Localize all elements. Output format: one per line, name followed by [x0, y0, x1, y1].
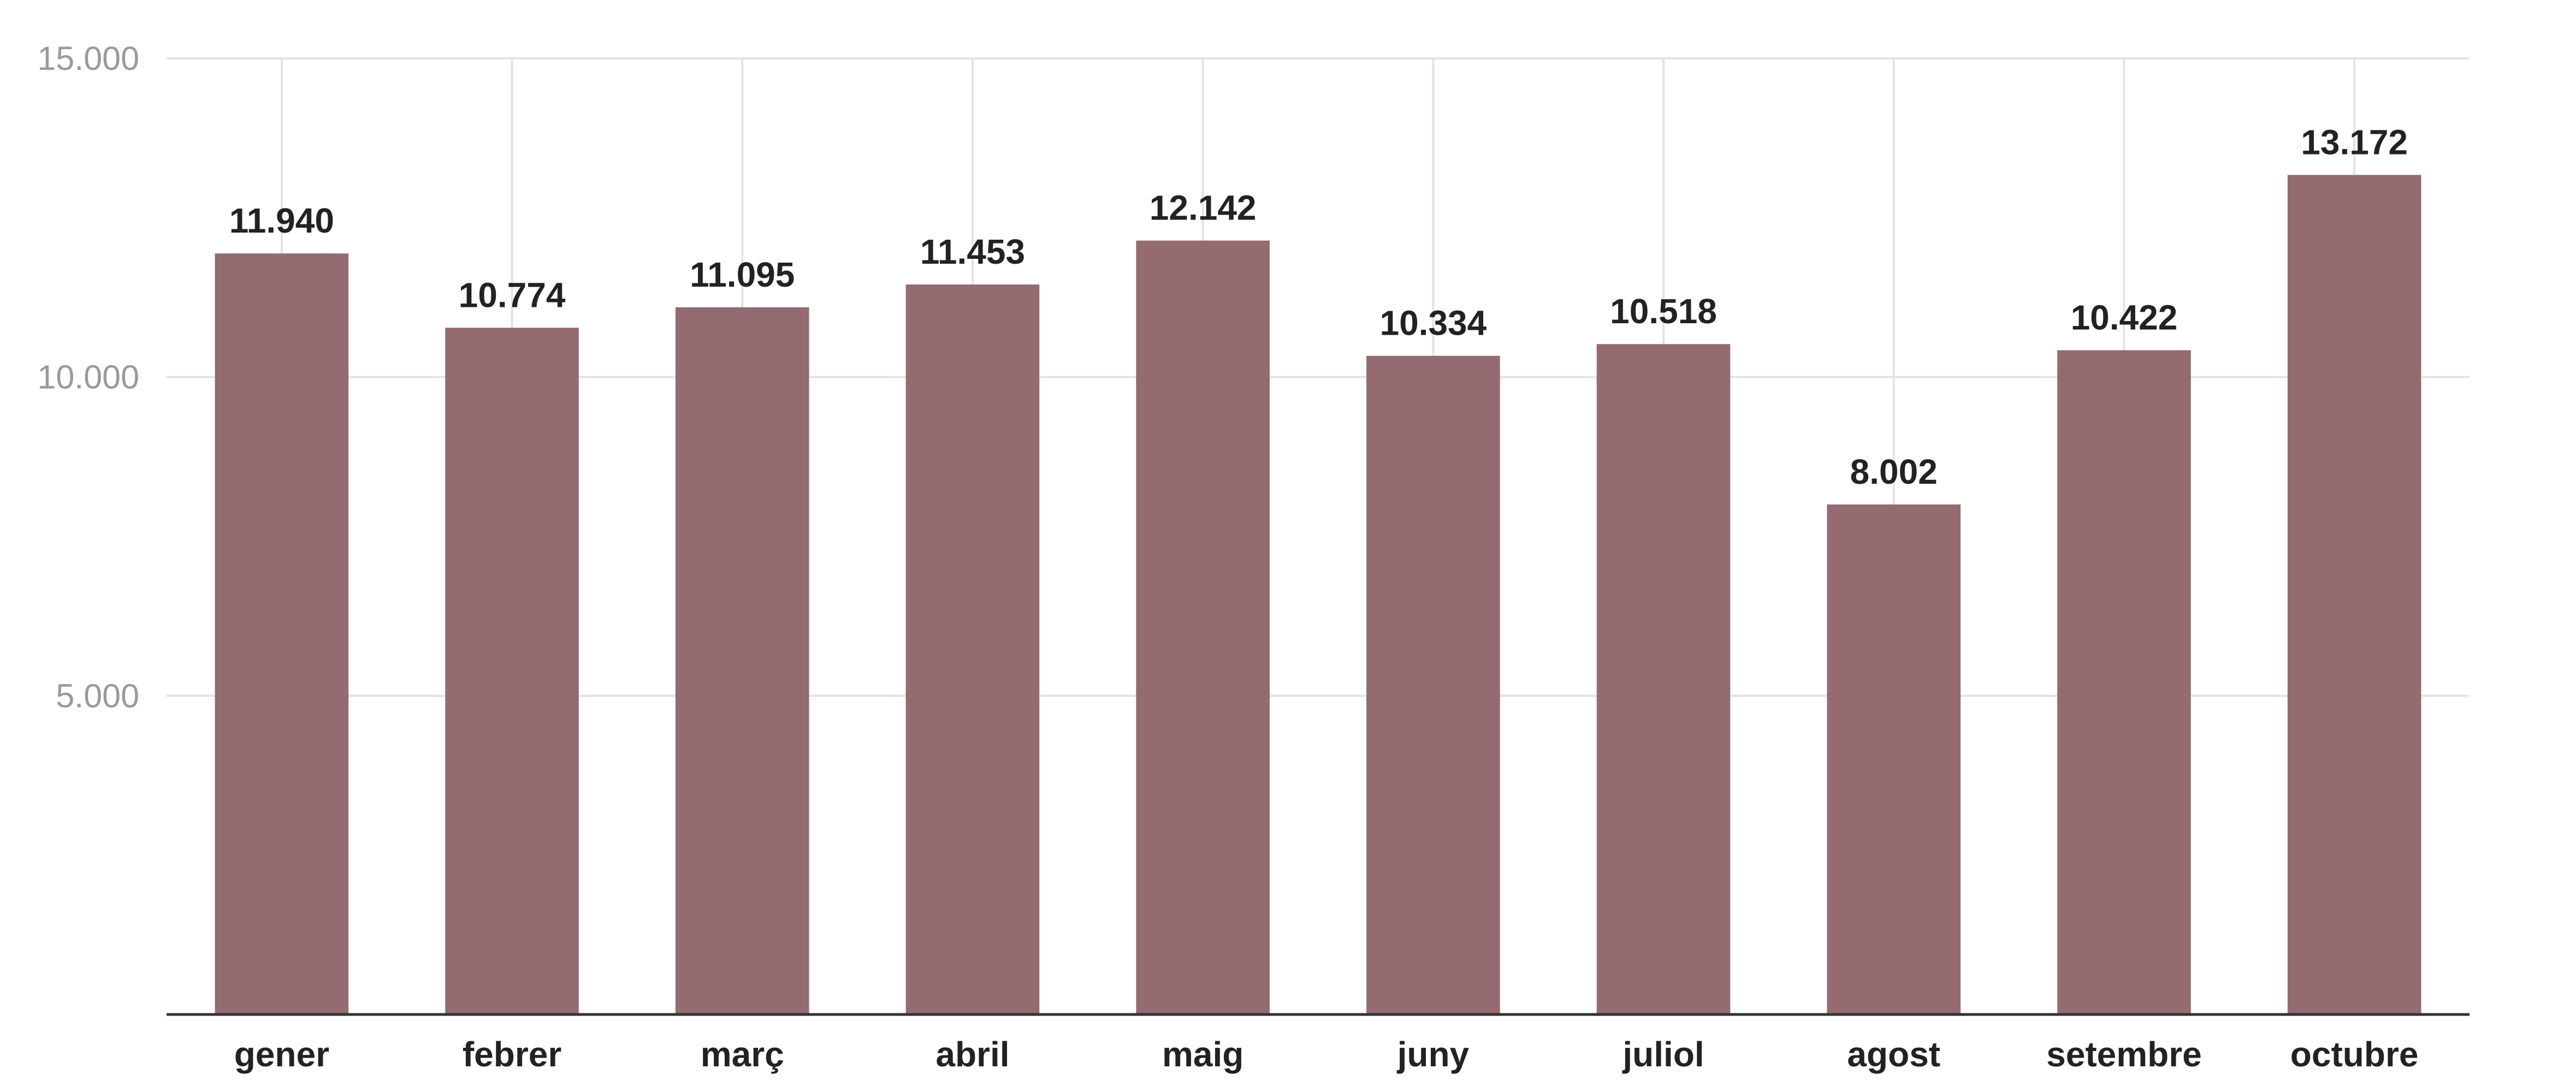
- bar: [1596, 344, 1731, 1015]
- bar: [905, 284, 1040, 1014]
- y-tick-label: 10.000: [37, 359, 139, 396]
- x-tick-label: abril: [935, 1035, 1009, 1074]
- bar: [675, 307, 809, 1014]
- x-tick-label: gener: [234, 1035, 329, 1074]
- x-tick-label: agost: [1847, 1035, 1940, 1074]
- x-tick-label: juny: [1397, 1035, 1470, 1074]
- x-tick-label: juliol: [1622, 1035, 1704, 1074]
- data-label: 10.334: [1379, 304, 1487, 343]
- data-label: 11.453: [920, 232, 1025, 271]
- bar: [1827, 504, 1961, 1014]
- data-label: 10.774: [459, 275, 566, 314]
- data-label: 11.940: [229, 201, 334, 240]
- x-tick-label: març: [701, 1035, 784, 1074]
- x-tick-label: febrer: [463, 1035, 561, 1074]
- data-label: 10.518: [1610, 292, 1717, 331]
- x-tick-label: setembre: [2046, 1035, 2202, 1074]
- bar: [2287, 175, 2421, 1014]
- data-label: 8.002: [1850, 452, 1938, 491]
- bars-layer: [215, 175, 2421, 1015]
- data-label: 13.172: [2301, 122, 2408, 162]
- bar: [1136, 240, 1270, 1014]
- bar: [215, 253, 349, 1015]
- labels-layer: 5.000 10.000 15.000 11.940 gener 10.774 febrer…: [37, 40, 2418, 1074]
- bar: [1366, 355, 1500, 1014]
- bar: [2057, 350, 2191, 1014]
- data-label: 12.142: [1150, 188, 1257, 228]
- y-tick-label: 15.000: [37, 40, 139, 77]
- data-label: 11.095: [690, 255, 795, 294]
- bar: [445, 328, 579, 1014]
- x-tick-label: octubre: [2290, 1035, 2419, 1074]
- data-label: 10.422: [2071, 298, 2178, 337]
- y-tick-label: 5.000: [56, 677, 139, 714]
- x-tick-label: maig: [1162, 1035, 1243, 1074]
